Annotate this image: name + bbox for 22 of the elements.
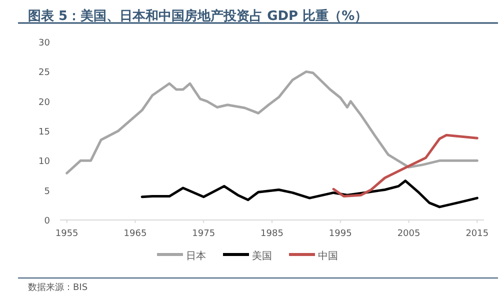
legend-label: 日本 [186, 250, 206, 262]
y-tick-label: 20 [38, 98, 50, 108]
y-tick-label: 25 [38, 68, 50, 78]
x-tick-label: 1955 [55, 229, 78, 239]
line-series [140, 180, 478, 208]
line-series [66, 70, 478, 174]
y-tick-label: 0 [44, 216, 50, 226]
chart-title: 图表 5：美国、日本和中国房地产投资占 GDP 比重（%） [28, 8, 368, 24]
line-series [332, 134, 478, 198]
x-tick-label: 1975 [192, 229, 216, 239]
x-tick-label: 1995 [328, 229, 352, 239]
y-tick-label: 5 [44, 186, 50, 197]
legend-label: 美国 [252, 250, 272, 262]
x-tick-label: 2005 [397, 229, 420, 239]
y-tick-label: 15 [38, 128, 50, 138]
x-tick-label: 1965 [124, 229, 147, 239]
y-tick-label: 30 [38, 38, 50, 48]
y-tick-label: 10 [38, 157, 50, 168]
x-tick-label: 1985 [260, 229, 284, 239]
x-tick-label: 2015 [466, 229, 489, 239]
source-note: 数据来源：BIS [28, 282, 88, 293]
legend-label: 中国 [318, 250, 338, 262]
